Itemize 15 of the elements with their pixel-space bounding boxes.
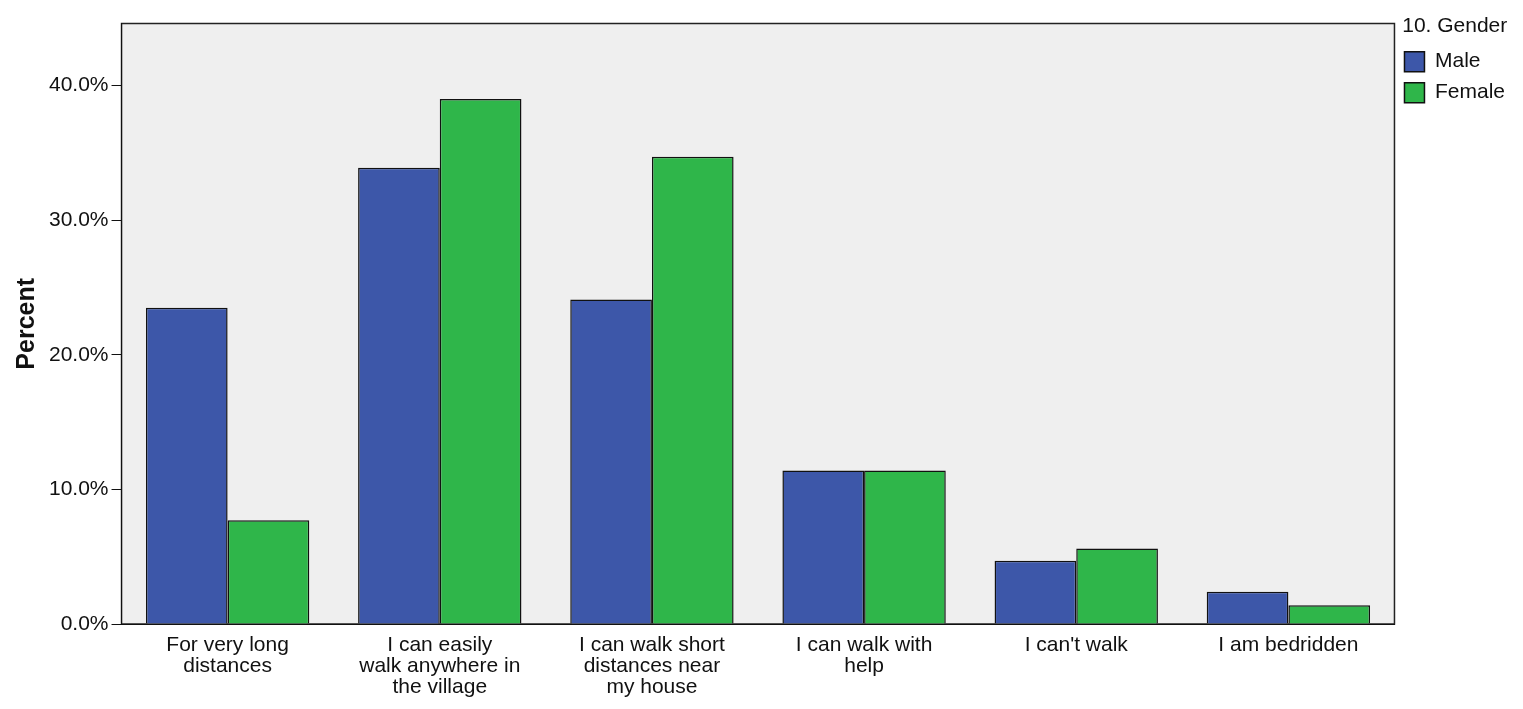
x-tick-label: For very long distances [166,632,289,677]
y-tick-label: 40.0% [49,72,109,96]
x-tick-label: I can walk with help [795,632,933,677]
y-tick-label: 20.0% [49,341,109,365]
y-tick-label: 0.0% [60,610,109,634]
x-tick-label: I can walk short distances near my house [578,632,726,698]
y-axis-title: Percent [10,277,39,370]
y-tick-label: 30.0% [49,206,109,230]
legend-label: Female [1434,79,1506,103]
x-tick-label: I can easily walk anywhere in the village [358,632,521,698]
y-tick-label: 10.0% [49,476,109,500]
x-tick-label: I am bedridden [1218,632,1359,656]
legend-label: Male [1434,48,1481,72]
x-tick-label: I can't walk [1024,632,1129,656]
legend-title: 10. Gender [1402,13,1508,37]
